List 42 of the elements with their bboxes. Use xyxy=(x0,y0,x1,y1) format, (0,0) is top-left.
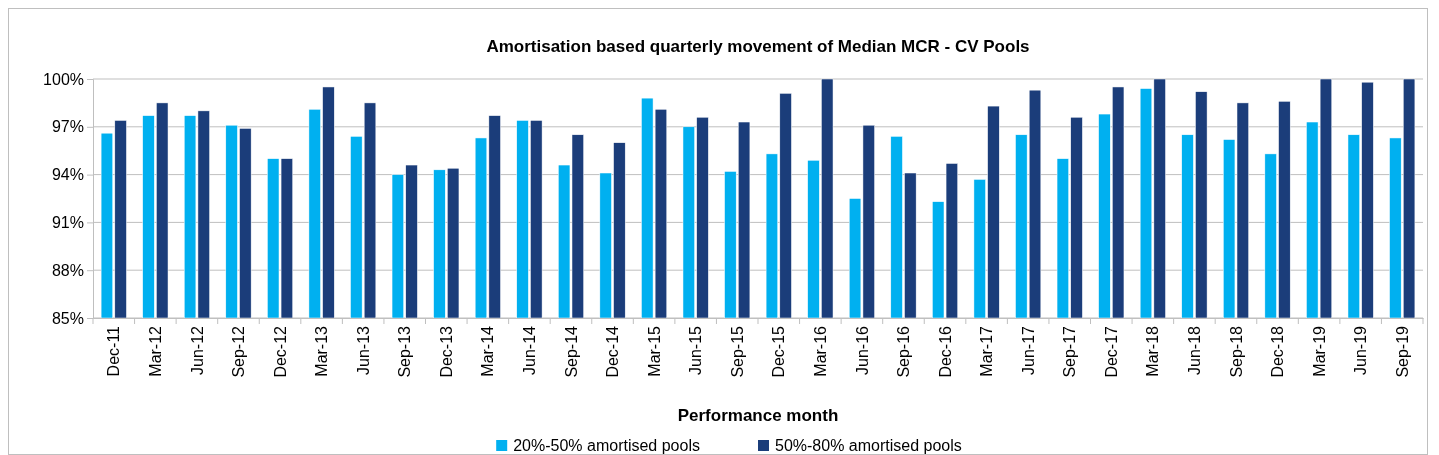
y-tick-label: 94% xyxy=(51,166,84,184)
x-tick-label: Mar-17 xyxy=(978,325,996,377)
x-tick-label: Jun-13 xyxy=(354,325,372,375)
x-tick-label: Dec-16 xyxy=(936,325,954,378)
y-tick-label: 100% xyxy=(43,70,84,88)
x-tick-label: Sep-18 xyxy=(1227,325,1245,378)
x-tick-label: Mar-12 xyxy=(146,325,164,377)
x-tick-label: Mar-18 xyxy=(1144,325,1162,377)
x-tick-label: Dec-12 xyxy=(271,325,289,378)
chart-title: Amortisation based quarterly movement of Median MCR - CV Pools xyxy=(486,37,1030,56)
y-tick-label: 97% xyxy=(51,118,84,136)
y-tick-label: 85% xyxy=(51,309,84,327)
x-tick-label: Dec-14 xyxy=(604,325,622,378)
x-tick-label: Jun-14 xyxy=(521,325,539,375)
x-tick-label: Sep-15 xyxy=(728,325,746,378)
x-tick-label: Mar-15 xyxy=(645,325,663,377)
legend-label: 20%-50% amortised pools xyxy=(513,437,700,454)
x-tick-label: Dec-13 xyxy=(437,325,455,378)
x-tick-label: Jun-16 xyxy=(853,325,871,375)
x-tick-label: Sep-16 xyxy=(895,325,913,378)
x-tick-label: Dec-11 xyxy=(105,325,123,377)
x-tick-label: Sep-12 xyxy=(230,325,248,378)
x-tick-label: Mar-14 xyxy=(479,325,497,377)
x-tick-label: Mar-13 xyxy=(313,325,331,377)
legend-label: 50%-80% amortised pools xyxy=(775,437,962,454)
x-tick-label: Dec-17 xyxy=(1102,325,1120,378)
x-tick-label: Jun-19 xyxy=(1352,325,1370,375)
x-tick-label: Jun-12 xyxy=(188,325,206,375)
x-tick-label: Sep-19 xyxy=(1393,325,1411,378)
x-tick-label: Jun-17 xyxy=(1019,325,1037,375)
x-tick-label: Sep-14 xyxy=(562,325,580,378)
x-tick-label: Jun-15 xyxy=(687,325,705,375)
x-tick-label: Dec-15 xyxy=(770,325,788,378)
y-tick-label: 88% xyxy=(51,261,84,279)
x-tick-label: Jun-18 xyxy=(1186,325,1204,375)
x-tick-label: Mar-19 xyxy=(1310,325,1328,377)
x-axis-title: Performance month xyxy=(677,406,839,425)
y-tick-label: 91% xyxy=(51,214,84,232)
x-tick-label: Dec-18 xyxy=(1269,325,1287,378)
x-tick-label: Mar-16 xyxy=(811,325,829,377)
x-tick-label: Sep-17 xyxy=(1061,325,1079,378)
x-tick-label: Sep-13 xyxy=(396,325,414,378)
